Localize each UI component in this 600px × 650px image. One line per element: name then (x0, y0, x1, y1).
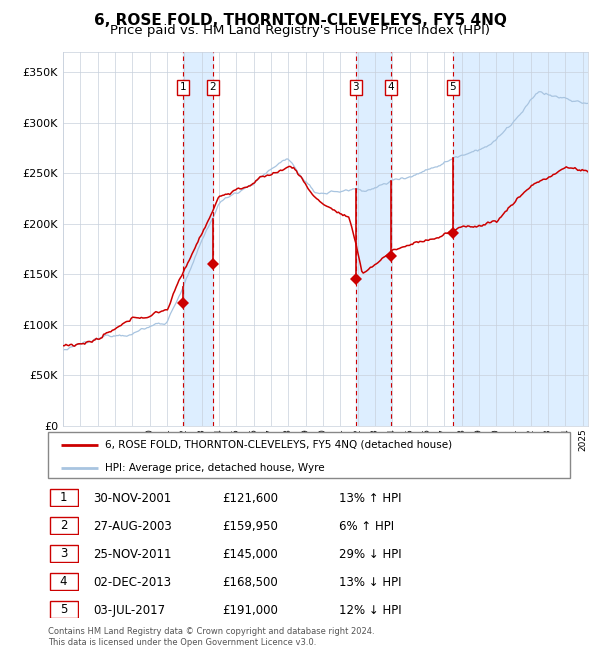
Text: £191,000: £191,000 (222, 603, 278, 616)
Text: 02-DEC-2013: 02-DEC-2013 (93, 576, 171, 589)
Text: 1: 1 (60, 491, 67, 504)
Text: 6, ROSE FOLD, THORNTON-CLEVELEYS, FY5 4NQ (detached house): 6, ROSE FOLD, THORNTON-CLEVELEYS, FY5 4N… (106, 439, 452, 450)
Text: 6, ROSE FOLD, THORNTON-CLEVELEYS, FY5 4NQ: 6, ROSE FOLD, THORNTON-CLEVELEYS, FY5 4N… (94, 13, 506, 28)
Bar (356, 52, 391, 426)
Text: £168,500: £168,500 (222, 576, 278, 589)
Text: Contains HM Land Registry data © Crown copyright and database right 2024.
This d: Contains HM Land Registry data © Crown c… (48, 627, 374, 647)
Text: 3: 3 (60, 547, 67, 560)
Text: 1: 1 (179, 83, 186, 92)
Text: 29% ↓ HPI: 29% ↓ HPI (339, 547, 401, 560)
Text: Price paid vs. HM Land Registry's House Price Index (HPI): Price paid vs. HM Land Registry's House … (110, 24, 490, 37)
Bar (183, 52, 213, 426)
Text: 5: 5 (449, 83, 456, 92)
Text: 4: 4 (60, 575, 67, 588)
Bar (453, 52, 588, 426)
Text: HPI: Average price, detached house, Wyre: HPI: Average price, detached house, Wyre (106, 463, 325, 473)
Text: 4: 4 (388, 83, 394, 92)
Text: 03-JUL-2017: 03-JUL-2017 (93, 603, 165, 616)
Text: 27-AUG-2003: 27-AUG-2003 (93, 520, 172, 533)
Text: 12% ↓ HPI: 12% ↓ HPI (339, 603, 401, 616)
Text: 5: 5 (60, 603, 67, 616)
Text: £121,600: £121,600 (222, 491, 278, 504)
Text: 6% ↑ HPI: 6% ↑ HPI (339, 520, 394, 533)
Text: 3: 3 (353, 83, 359, 92)
Text: £159,950: £159,950 (222, 520, 278, 533)
Text: 25-NOV-2011: 25-NOV-2011 (93, 547, 172, 560)
Text: 13% ↑ HPI: 13% ↑ HPI (339, 491, 401, 504)
Text: 2: 2 (60, 519, 67, 532)
Text: 2: 2 (209, 83, 216, 92)
Text: £145,000: £145,000 (222, 547, 278, 560)
Text: 30-NOV-2001: 30-NOV-2001 (93, 491, 171, 504)
Text: 13% ↓ HPI: 13% ↓ HPI (339, 576, 401, 589)
